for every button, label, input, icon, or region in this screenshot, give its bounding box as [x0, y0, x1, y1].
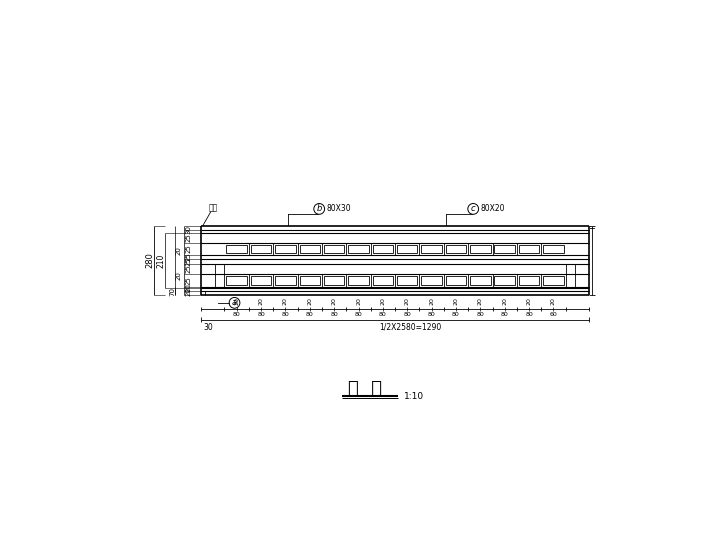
Text: 20: 20: [283, 298, 288, 305]
Text: 20: 20: [453, 298, 458, 305]
Text: 80: 80: [355, 312, 362, 317]
Text: 80: 80: [404, 312, 411, 317]
Text: 20: 20: [551, 298, 556, 305]
Bar: [275, 276, 296, 285]
Text: 80: 80: [427, 312, 435, 317]
Text: 80: 80: [477, 312, 484, 317]
Text: 25: 25: [186, 253, 191, 261]
Bar: [324, 245, 344, 253]
Text: a: a: [232, 298, 237, 307]
Text: 25: 25: [186, 233, 191, 242]
Text: 80: 80: [501, 312, 508, 317]
Bar: [251, 245, 271, 253]
Bar: [251, 276, 271, 285]
Text: 25: 25: [186, 245, 191, 253]
Bar: [543, 276, 564, 285]
Text: 20: 20: [503, 298, 507, 305]
Text: b: b: [316, 204, 322, 213]
Text: 20: 20: [331, 298, 336, 305]
Text: 80: 80: [257, 312, 265, 317]
Text: 20: 20: [356, 298, 361, 305]
Bar: [275, 245, 296, 253]
Text: 70: 70: [169, 287, 175, 296]
Text: 20: 20: [186, 287, 191, 296]
Bar: [348, 276, 369, 285]
Text: 280: 280: [145, 253, 155, 268]
Text: 60: 60: [549, 312, 557, 317]
Bar: [543, 245, 564, 253]
Bar: [227, 245, 247, 253]
Text: 合槫: 合槫: [209, 203, 218, 212]
Text: 20: 20: [308, 298, 313, 305]
Text: 20: 20: [380, 298, 386, 305]
Bar: [397, 245, 417, 253]
Text: 20: 20: [478, 298, 483, 305]
Text: 80: 80: [330, 312, 338, 317]
Text: 30: 30: [186, 225, 191, 234]
Text: 210: 210: [157, 253, 166, 268]
Bar: [300, 276, 320, 285]
Text: 80: 80: [379, 312, 387, 317]
Bar: [300, 245, 320, 253]
Bar: [227, 276, 247, 285]
Text: 25: 25: [186, 265, 191, 273]
Text: 20: 20: [175, 270, 181, 280]
Text: 80X30: 80X30: [326, 204, 351, 213]
Text: 80: 80: [282, 312, 290, 317]
Bar: [445, 245, 466, 253]
Bar: [519, 276, 539, 285]
Text: 20: 20: [405, 298, 409, 305]
Text: 20: 20: [234, 298, 239, 305]
Text: 20: 20: [258, 298, 264, 305]
Text: 80: 80: [525, 312, 533, 317]
Bar: [519, 245, 539, 253]
Bar: [373, 276, 393, 285]
Bar: [495, 276, 515, 285]
Bar: [324, 276, 344, 285]
Bar: [422, 245, 442, 253]
Bar: [348, 245, 369, 253]
Text: 1/2X2580=1290: 1/2X2580=1290: [379, 323, 442, 332]
Bar: [373, 245, 393, 253]
Text: 20: 20: [526, 298, 531, 305]
Text: 20: 20: [429, 298, 434, 305]
Text: 20: 20: [186, 283, 191, 292]
Bar: [397, 276, 417, 285]
Text: 25: 25: [186, 257, 191, 266]
Text: 25: 25: [186, 276, 191, 285]
Bar: [470, 245, 490, 253]
Text: 1:10: 1:10: [404, 392, 424, 401]
Text: 80: 80: [232, 312, 240, 317]
Bar: [470, 276, 490, 285]
Bar: [422, 276, 442, 285]
Text: c: c: [471, 204, 476, 213]
Text: 30: 30: [203, 323, 213, 332]
Text: 80X20: 80X20: [480, 204, 505, 213]
Bar: [445, 276, 466, 285]
Text: 80: 80: [306, 312, 313, 317]
Text: 挂  落: 挂 落: [349, 380, 383, 398]
Bar: [495, 245, 515, 253]
Text: 80: 80: [452, 312, 460, 317]
Text: 20: 20: [175, 247, 181, 255]
